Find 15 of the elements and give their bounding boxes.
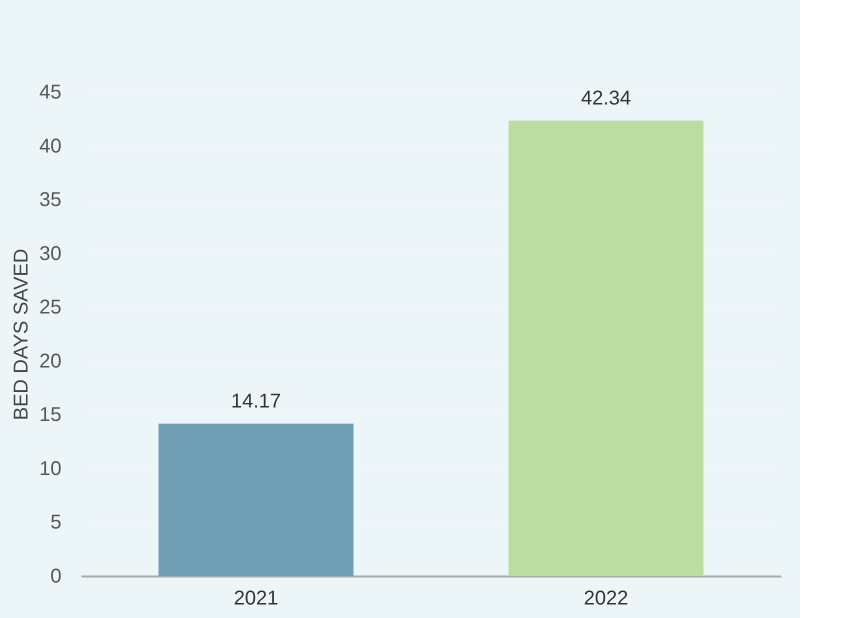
y-tick-label: 20 [39,350,62,372]
y-tick-label: 0 [50,566,62,588]
y-tick-label: 35 [39,189,62,212]
data-label: 14.17 [230,390,282,413]
y-tick-label: 15 [39,404,62,426]
y-tick-label: 30 [39,242,62,265]
y-tick-label: 45 [39,82,62,104]
y-tick-label: 10 [39,458,62,480]
y-tick-label: 5 [50,512,62,534]
y-tick-label: 25 [39,296,62,319]
x-tick-label: 2022 [584,588,628,610]
x-tick-label: 2021 [234,588,278,610]
y-axis-title: BED DAYS SAVED [10,248,32,420]
y-tick-label: 40 [39,135,62,158]
data-label: 42.34 [580,88,632,110]
